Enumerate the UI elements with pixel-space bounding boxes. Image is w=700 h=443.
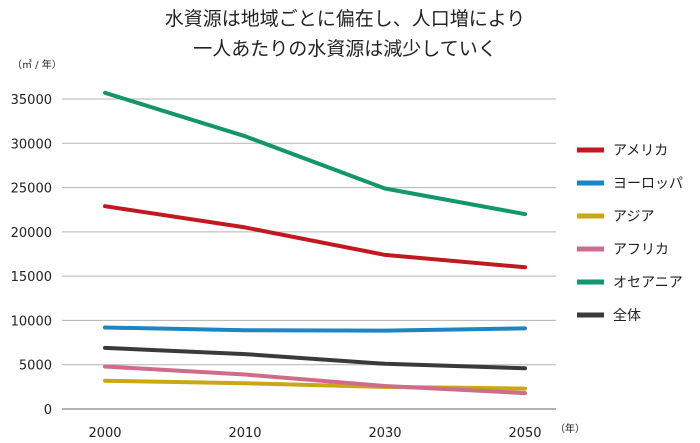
legend-label-2: アジア bbox=[613, 209, 654, 225]
y-axis-ticks: 0 5000 10000 15000 20000 25000 30000 35000 bbox=[11, 93, 52, 418]
legend-label-1: ヨーロッパ bbox=[613, 176, 683, 192]
x-tick-label: 2010 bbox=[228, 426, 261, 441]
chart-title-line-2: 一人あたりの水資源は減少していく bbox=[193, 38, 496, 60]
x-axis-unit: （年） bbox=[555, 422, 585, 435]
series-line-5 bbox=[103, 345, 527, 371]
series-line-0 bbox=[103, 204, 527, 270]
legend-label-5: 全体 bbox=[613, 307, 641, 324]
y-tick-label: 20000 bbox=[11, 226, 52, 241]
y-tick-label: 5000 bbox=[19, 359, 52, 374]
gridlines bbox=[62, 98, 556, 410]
series-line-3 bbox=[103, 364, 527, 396]
chart-title-line-1: 水資源は地域ごとに偏在し、人口増により bbox=[165, 8, 526, 30]
y-tick-label: 35000 bbox=[11, 93, 52, 108]
series-line-1 bbox=[103, 325, 527, 333]
x-axis-ticks: 2000 2010 2030 2050 bbox=[88, 426, 541, 441]
legend-label-0: アメリカ bbox=[613, 143, 668, 159]
legend-label-3: アフリカ bbox=[613, 242, 669, 258]
y-tick-label: 10000 bbox=[11, 314, 52, 329]
series-line-4 bbox=[103, 90, 527, 217]
y-tick-label: 15000 bbox=[11, 270, 52, 285]
x-tick-label: 2050 bbox=[508, 426, 541, 441]
series-lines bbox=[103, 90, 527, 396]
x-tick-label: 2000 bbox=[88, 426, 121, 441]
y-axis-unit: （㎥ / 年） bbox=[12, 58, 62, 71]
x-tick-label: 2030 bbox=[368, 426, 401, 441]
chart-title: 水資源は地域ごとに偏在し、人口増により 一人あたりの水資源は減少していく bbox=[165, 8, 526, 60]
legend-label-4: オセアニア bbox=[613, 275, 683, 291]
y-tick-label: 0 bbox=[44, 403, 52, 418]
y-tick-label: 30000 bbox=[11, 137, 52, 152]
y-tick-label: 25000 bbox=[11, 182, 52, 197]
